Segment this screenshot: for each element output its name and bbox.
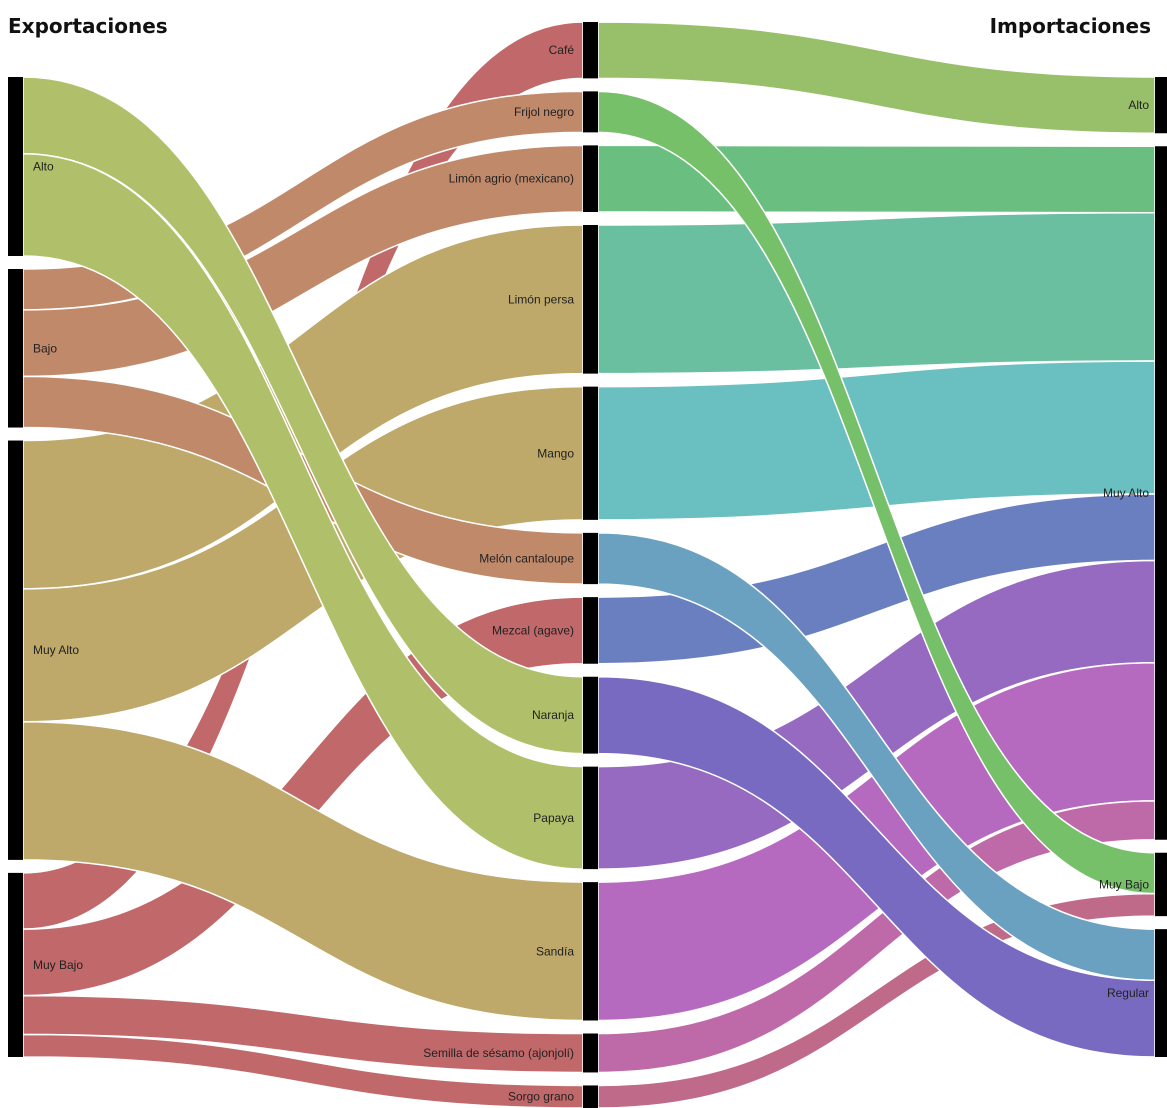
prod-node-frijol-negro[interactable] [583,91,598,133]
prod-node-papaya[interactable] [583,766,598,870]
labels-layer: Alto Bajo Muy Alto Muy Bajo Café Frijol negro… [33,43,1149,1104]
imp-node-muy-alto[interactable] [1155,146,1167,840]
imp-label-regular: Regular [1107,986,1149,1000]
prod-node-mezcal-agave[interactable] [583,597,598,664]
imp-node-alto[interactable] [1155,77,1167,134]
prod-label-papaya: Papaya [533,811,574,825]
prod-node-naranja[interactable] [583,676,598,754]
exp-node-alto[interactable] [8,77,23,256]
prod-label-mezcal-agave: Mezcal (agave) [492,623,574,637]
prod-label-frijol-negro: Frijol negro [514,105,574,119]
exp-node-bajo[interactable] [8,268,23,428]
prod-node-limon-persa[interactable] [583,225,598,374]
exp-label-bajo: Bajo [33,341,57,355]
prod-label-limon-agrio-mexicano: Limón agrio (mexicano) [449,172,574,186]
imp-node-regular[interactable] [1155,929,1167,1057]
imp-node-muy-bajo[interactable] [1155,852,1167,917]
prod-node-sorgo-grano[interactable] [583,1085,598,1108]
prod-node-cafe[interactable] [583,22,598,79]
importaciones-title: Importaciones [989,14,1151,38]
exp-label-muy-alto: Muy Alto [33,643,79,657]
prod-node-semilla-de-sesamo-ajonjoli[interactable] [583,1033,598,1073]
link-limon-persa-to-muy-alto[interactable] [597,211,1156,375]
prod-node-limon-agrio-mexicano[interactable] [583,145,598,212]
prod-node-melon-cantaloupe[interactable] [583,532,598,585]
exp-label-alto: Alto [33,159,54,173]
exp-node-muy-alto[interactable] [8,440,23,860]
imp-label-alto: Alto [1128,98,1149,112]
link-cafe-to-alto[interactable] [597,21,1156,135]
prod-node-sandia[interactable] [583,882,598,1021]
prod-label-semilla-de-sesamo-ajonjoli: Semilla de sésamo (ajonjolí) [423,1046,574,1060]
link-semilla-de-sesamo-ajonjoli-to-muy-alto[interactable] [597,800,1156,1074]
exp-label-muy-bajo: Muy Bajo [33,958,83,972]
links-layer [22,21,1156,1108]
imp-label-muy-alto: Muy Alto [1103,486,1149,500]
prod-label-melon-cantaloupe: Melón cantaloupe [479,552,574,566]
prod-label-limon-persa: Limón persa [508,292,574,306]
imp-label-muy-bajo: Muy Bajo [1099,877,1149,891]
prod-label-mango: Mango [537,446,574,460]
nodes-layer [8,22,1167,1108]
prod-label-cafe: Café [549,43,575,57]
prod-label-sandia: Sandía [536,944,574,958]
prod-label-sorgo-grano: Sorgo grano [508,1090,574,1104]
exp-node-muy-bajo[interactable] [8,872,23,1057]
exportaciones-title: Exportaciones [8,14,168,38]
link-sorgo-grano-to-muy-bajo[interactable] [597,892,1156,1108]
prod-node-mango[interactable] [583,386,598,520]
prod-label-naranja: Naranja [532,708,574,722]
link-muy-bajo-to-sorgo-grano[interactable] [22,1033,584,1108]
